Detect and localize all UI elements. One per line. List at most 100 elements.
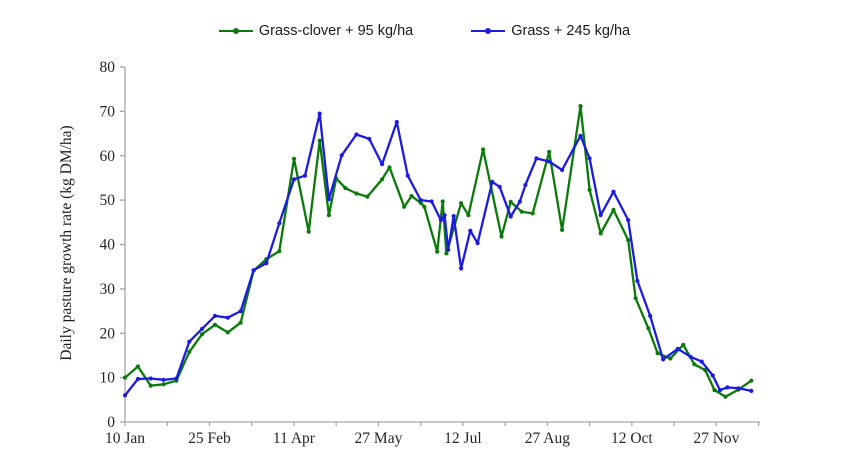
data-point-grass-clover	[365, 194, 370, 199]
data-point-grass	[148, 376, 153, 381]
data-point-grass-clover	[655, 351, 660, 356]
data-point-grass	[326, 197, 331, 202]
data-point-grass-clover	[148, 383, 153, 388]
y-tick-label: 50	[100, 192, 116, 209]
data-point-grass-clover	[440, 199, 445, 204]
data-point-grass-clover	[238, 320, 243, 325]
data-point-grass-clover	[326, 213, 331, 218]
data-point-grass	[339, 153, 344, 158]
data-point-grass	[578, 133, 583, 138]
data-point-grass	[517, 199, 523, 204]
data-point-grass	[710, 373, 715, 378]
data-point-grass-clover	[712, 388, 717, 393]
y-tick-label: 0	[107, 414, 115, 431]
legend-swatch-grass-clover	[218, 27, 253, 35]
data-point-grass-clover	[277, 249, 282, 254]
data-point-grass	[598, 213, 603, 218]
data-point-grass	[367, 136, 372, 141]
x-tick-label: 10 Jan	[105, 430, 145, 447]
data-point-grass	[187, 339, 192, 344]
data-point-grass-clover	[161, 382, 166, 387]
legend-item-grass: Grass + 245 kg/ha	[471, 23, 630, 39]
data-point-grass	[317, 111, 322, 116]
data-point-grass-clover	[187, 349, 192, 354]
data-point-grass-clover	[466, 213, 471, 218]
data-point-grass-clover	[387, 165, 392, 170]
data-point-grass	[587, 156, 592, 161]
data-point-grass-clover	[212, 322, 218, 327]
data-point-grass	[442, 213, 447, 218]
data-point-grass	[161, 377, 166, 382]
chart-legend: Grass-clover + 95 kg/ha Grass + 245 kg/h…	[0, 18, 849, 44]
data-point-grass	[225, 315, 230, 320]
data-point-grass	[238, 309, 243, 314]
data-point-grass	[648, 313, 653, 318]
data-point-grass-clover	[481, 147, 486, 152]
data-point-grass-clover	[578, 104, 583, 109]
data-point-grass-clover	[519, 209, 524, 214]
x-tick-label: 27 May	[355, 430, 403, 447]
data-point-grass	[635, 278, 640, 283]
data-point-grass	[446, 247, 451, 252]
data-point-grass-clover	[626, 238, 631, 243]
legend-item-grass-clover: Grass-clover + 95 kg/ha	[218, 23, 414, 39]
y-tick-label: 20	[100, 325, 116, 342]
data-point-grass	[380, 162, 385, 167]
data-point-grass-clover	[380, 177, 385, 182]
data-point-grass-clover	[646, 326, 651, 331]
y-tick-label: 30	[100, 281, 116, 298]
data-point-grass	[277, 221, 282, 226]
data-point-grass	[405, 173, 410, 178]
data-point-grass-clover	[530, 211, 535, 216]
x-tick-label: 25 Feb	[188, 430, 231, 447]
data-point-grass	[749, 388, 754, 393]
data-point-grass	[459, 266, 464, 271]
data-point-grass	[534, 156, 539, 161]
data-point-grass	[122, 393, 128, 398]
data-point-grass-clover	[547, 149, 552, 154]
data-point-grass	[736, 386, 741, 391]
data-point-grass-clover	[459, 201, 464, 206]
data-point-grass	[264, 261, 269, 266]
data-point-grass-clover	[291, 156, 297, 161]
x-tick-label: 27 Aug	[525, 430, 570, 447]
data-point-grass	[429, 199, 434, 204]
data-point-grass	[675, 346, 680, 351]
series-grass	[122, 111, 754, 398]
x-tick-label: 12 Jul	[444, 430, 481, 447]
data-point-grass-clover	[723, 394, 728, 399]
data-point-grass-clover	[508, 199, 513, 204]
data-point-grass-clover	[135, 364, 140, 369]
data-point-grass	[302, 173, 308, 178]
data-point-grass-clover	[225, 330, 230, 335]
y-tick-label: 80	[100, 59, 116, 76]
data-point-grass-clover	[409, 194, 414, 199]
data-point-grass-clover	[354, 191, 359, 196]
data-point-grass-clover	[444, 251, 449, 256]
data-point-grass	[418, 198, 423, 203]
x-tick-label: 12 Oct	[611, 430, 653, 447]
y-tick-label: 60	[100, 148, 116, 165]
data-point-grass-clover	[560, 227, 565, 232]
data-point-grass-clover	[668, 356, 673, 361]
data-point-grass	[688, 354, 693, 359]
data-point-grass-clover	[499, 234, 504, 239]
legend-label-grass-clover: Grass-clover + 95 kg/ha	[258, 23, 414, 39]
legend-marker-green	[232, 28, 239, 34]
data-point-grass	[497, 184, 502, 189]
data-point-grass-clover	[435, 249, 440, 254]
y-tick-label: 10	[100, 370, 116, 387]
data-point-grass	[626, 218, 631, 223]
data-point-grass	[547, 159, 552, 164]
data-point-grass	[611, 189, 616, 194]
data-point-grass	[354, 132, 359, 137]
data-point-grass-clover	[692, 362, 697, 367]
data-point-grass	[438, 218, 443, 223]
data-point-grass-clover	[200, 332, 205, 337]
data-point-grass-clover	[633, 296, 638, 301]
legend-marker-blue	[485, 28, 492, 34]
data-point-grass-clover	[611, 207, 616, 212]
data-point-grass	[490, 179, 495, 184]
